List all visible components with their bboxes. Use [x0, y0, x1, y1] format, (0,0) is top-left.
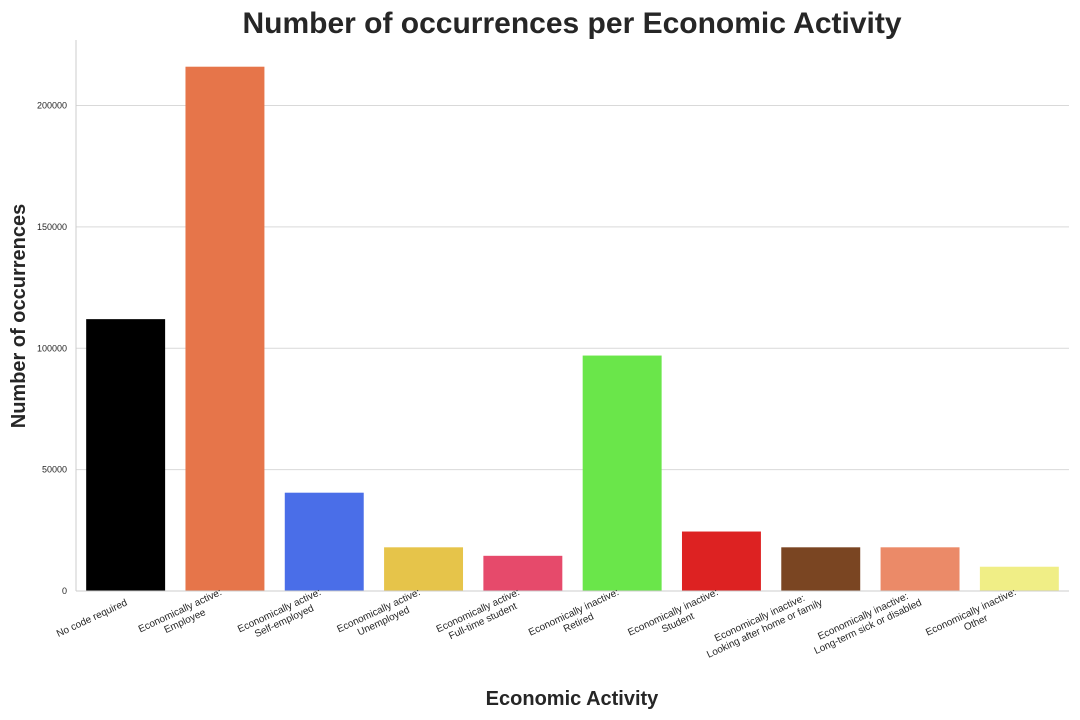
y-tick-label: 150000	[37, 222, 67, 232]
svg-text:Economically inactive:Looking: Economically inactive:Looking after home…	[700, 587, 824, 661]
bars	[86, 66, 1059, 591]
y-tick-label: 200000	[37, 101, 67, 111]
svg-text:Economically inactive:Long-ter: Economically inactive:Long-term sick or …	[808, 587, 924, 657]
y-axis-label: Number of occurrences	[8, 204, 30, 429]
svg-text:Economically active:Employee: Economically active:Employee	[137, 587, 229, 646]
svg-text:Economically active:Unemployed: Economically active:Unemployed	[335, 587, 427, 646]
svg-text:Economically inactive:Other: Economically inactive:Other	[924, 587, 1023, 649]
x-tick-label: Economically active:Unemployed	[335, 587, 427, 646]
x-tick-label: Economically inactive:Other	[924, 587, 1023, 649]
bar	[284, 492, 364, 591]
y-tick-labels: 0 50000 100000 150000 200000	[37, 101, 67, 596]
x-tick-labels: No code required Economically active:Empl…	[55, 587, 1023, 661]
x-tick-label: Economically inactive:Student	[626, 587, 725, 649]
x-tick-label: Economically active:Self-employed	[236, 587, 328, 646]
x-tick-label: Economically inactive:Long-term sick or …	[808, 587, 924, 657]
svg-text:Economically inactive:Student: Economically inactive:Student	[626, 587, 725, 649]
x-tick-label-line: No code required	[55, 597, 129, 639]
bar	[979, 566, 1059, 591]
x-tick-label: No code required	[55, 597, 129, 639]
x-axis-label: Economic Activity	[486, 688, 660, 710]
bar	[185, 66, 265, 591]
svg-text:Economically active:Self-emplo: Economically active:Self-employed	[236, 587, 328, 646]
chart-title: Number of occurrences per Economic Activ…	[242, 7, 901, 40]
svg-text:Economically active:Full-time: Economically active:Full-time student	[435, 587, 527, 646]
bar	[582, 355, 662, 591]
x-tick-label: Economically inactive:Looking after home…	[700, 587, 824, 661]
y-tick-label: 0	[62, 586, 67, 596]
bar	[483, 555, 563, 591]
svg-text:No code required: No code required	[55, 597, 129, 639]
bar	[86, 319, 166, 591]
bar	[384, 547, 464, 591]
x-tick-label: Economically inactive:Retired	[527, 587, 626, 649]
bar	[880, 547, 960, 591]
bar	[781, 547, 861, 591]
x-tick-label: Economically active:Full-time student	[435, 587, 527, 646]
bar	[681, 531, 761, 591]
x-tick-label: Economically active:Employee	[137, 587, 229, 646]
svg-text:Economically inactive:Retired: Economically inactive:Retired	[527, 587, 626, 649]
y-tick-label: 100000	[37, 343, 67, 353]
y-tick-label: 50000	[42, 465, 67, 475]
